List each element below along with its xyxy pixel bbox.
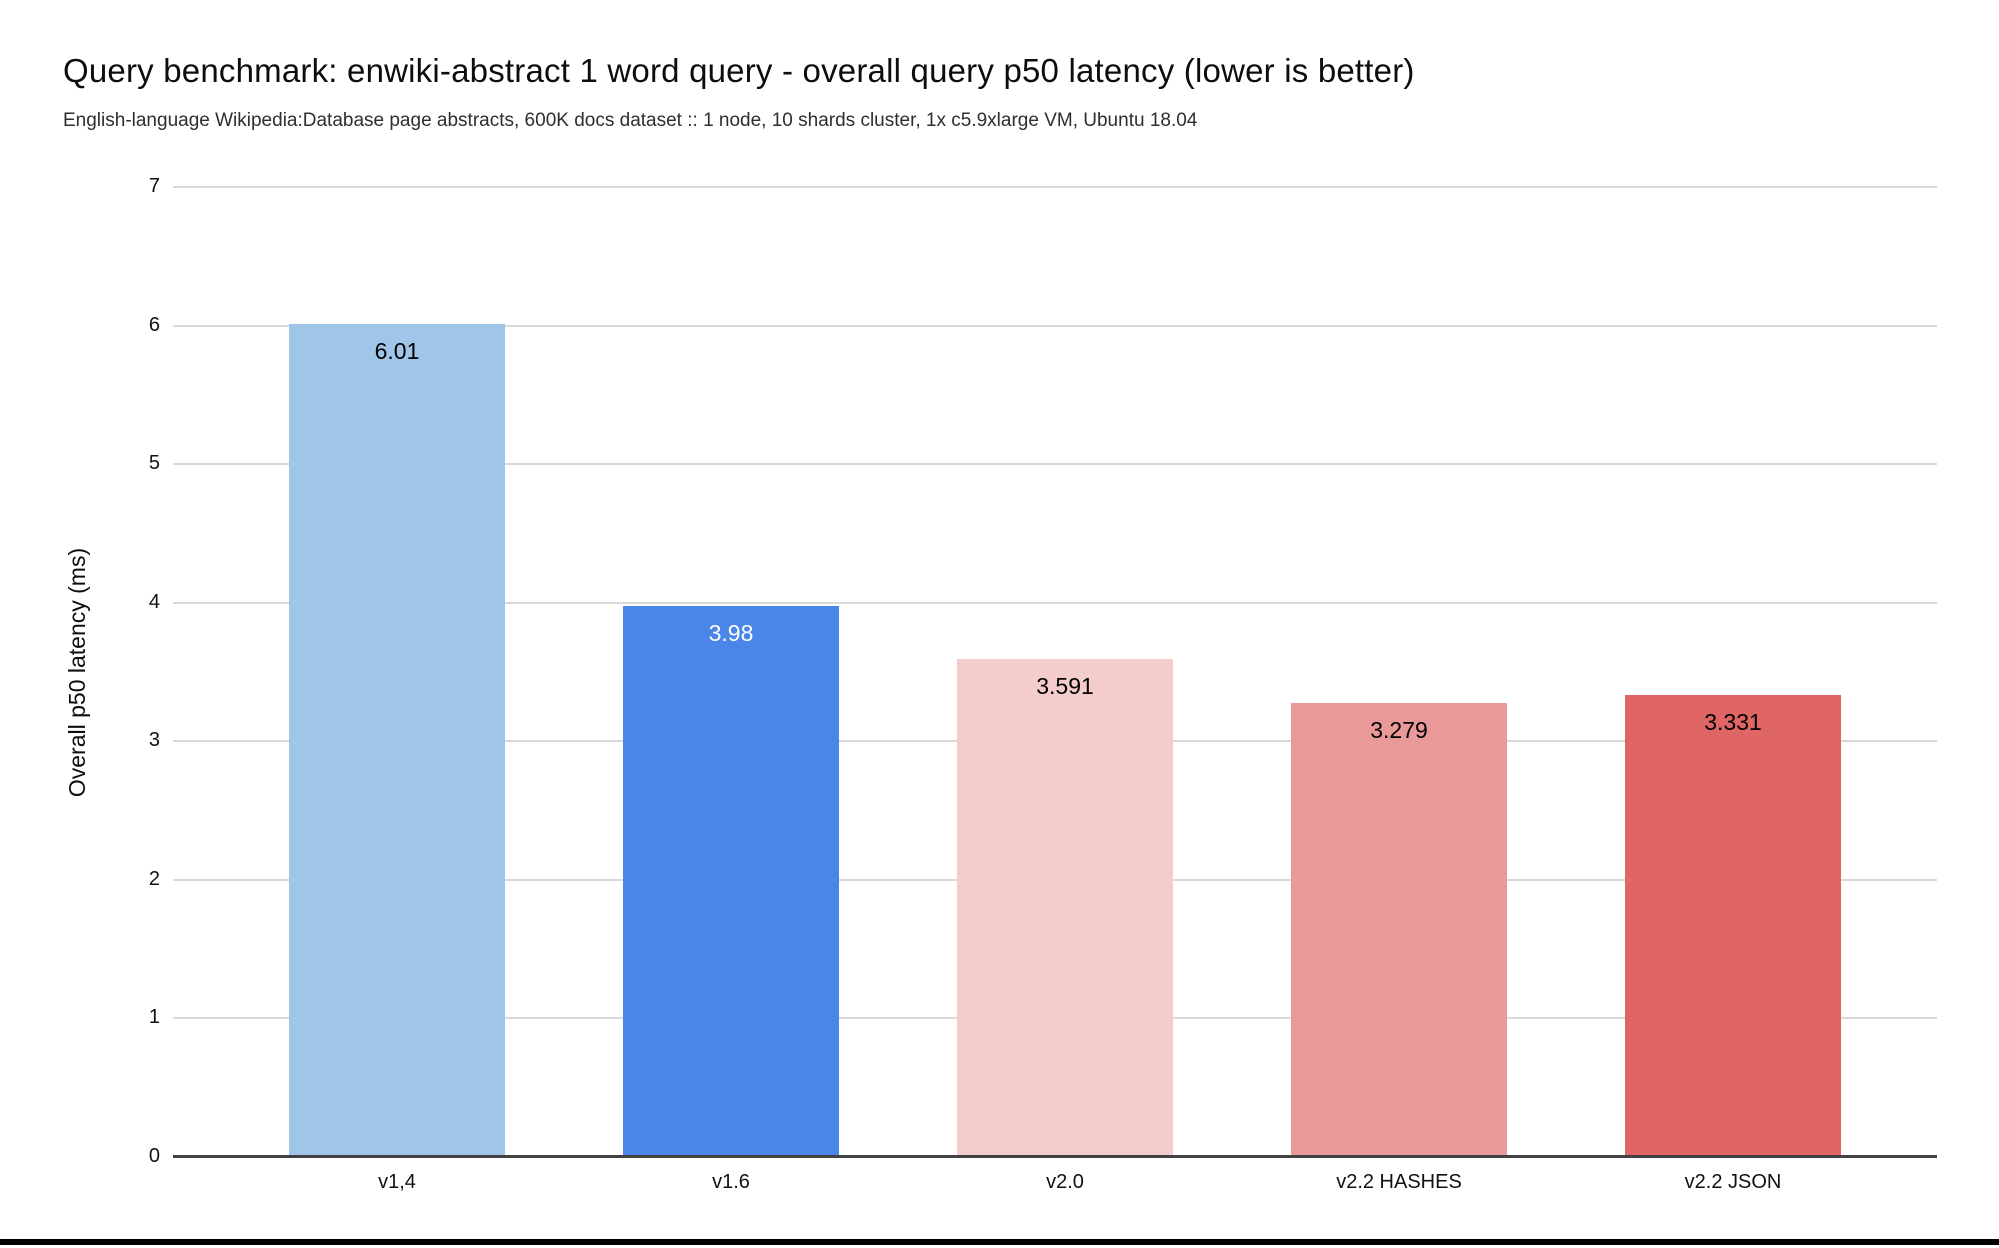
x-axis-label: v2.2 HASHES (1336, 1171, 1462, 1193)
bar-v2.2-hashes[interactable]: 3.279 (1291, 702, 1507, 1157)
y-tick-label-3: 3 (148, 729, 160, 752)
gridline-7 (173, 186, 1937, 188)
y-tick-label-0: 0 (148, 1145, 160, 1167)
plot-area: 6.01 3.98 3.591 3.279 3.331 (173, 186, 1937, 1158)
chart-title: Query benchmark: enwiki-abstract 1 word … (63, 52, 1415, 89)
y-tick-label-7: 7 (148, 175, 160, 197)
x-axis-label: v2.2 JSON (1684, 1171, 1782, 1193)
bar-v1.6[interactable]: 3.98 (623, 605, 839, 1157)
x-axis-label: v1.6 (712, 1171, 750, 1193)
gridline-5 (173, 463, 1937, 466)
x-axis-label: v2.0 (1046, 1171, 1084, 1193)
y-tick-label-2: 2 (148, 867, 160, 890)
bottom-strip (0, 1239, 1999, 1245)
y-tick-label-6: 6 (148, 313, 160, 336)
y-tick-label-1: 1 (148, 1006, 160, 1029)
bar-v2.2-json[interactable]: 3.331 (1625, 695, 1841, 1157)
x-axis-line (173, 1155, 1937, 1158)
gridline-4 (173, 601, 1937, 604)
bar-value-label: 3.591 (1036, 673, 1094, 700)
bar-value-label: 6.01 (374, 338, 420, 365)
gridline-6 (173, 324, 1937, 327)
bar-v2.0[interactable]: 3.591 (957, 659, 1173, 1157)
y-tick-label-4: 4 (148, 590, 160, 613)
x-axis-label: v1,4 (378, 1171, 416, 1193)
bar-v1-4[interactable]: 6.01 (289, 324, 505, 1157)
bar-value-label: 3.331 (1704, 709, 1762, 736)
bar-value-label: 3.98 (708, 619, 754, 646)
y-tick-label-5: 5 (148, 452, 160, 475)
bar-value-label: 3.279 (1370, 716, 1428, 743)
y-axis-title: Overall p50 latency (ms) (64, 547, 91, 797)
chart-subtitle: English-language Wikipedia:Database page… (63, 110, 1198, 131)
